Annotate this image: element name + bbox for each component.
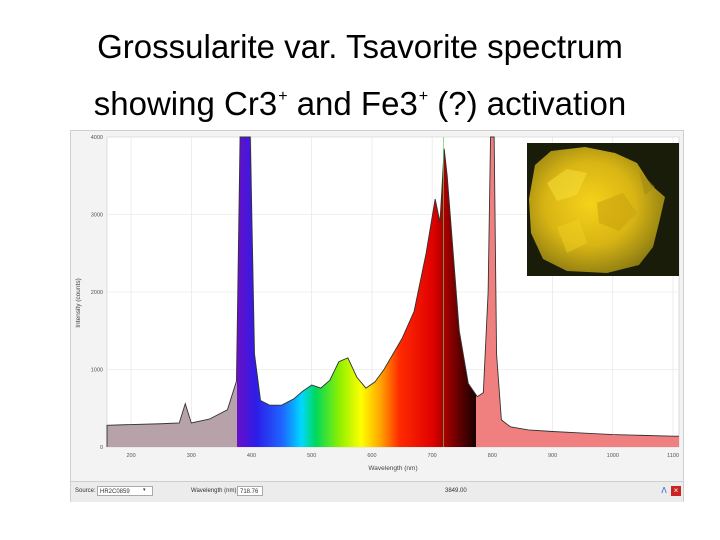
x-tick-label: 1000 [607, 453, 619, 459]
wavelength-input[interactable]: 718.76 [237, 486, 263, 496]
close-icon[interactable]: × [671, 486, 681, 496]
x-tick-label: 600 [367, 453, 376, 459]
y-tick-label: 3000 [91, 213, 103, 219]
tsavorite-fluorescence-photo [527, 143, 679, 276]
x-tick-label: 1100 [667, 453, 679, 459]
visible-region-fill [237, 137, 476, 447]
x-tick-label: 700 [428, 453, 437, 459]
x-tick-label: 800 [488, 453, 497, 459]
x-tick-label: 500 [307, 453, 316, 459]
ir-region-fill [476, 137, 679, 447]
x-tick-label: 200 [126, 453, 135, 459]
x-tick-label: 300 [187, 453, 196, 459]
title-line-1: Grossularite var. Tsavorite spectrum [97, 28, 623, 65]
x-axis-label: Wavelength (nm) [368, 465, 417, 472]
y-tick-label: 0 [100, 445, 103, 451]
intensity-readout: 3849.00 [445, 488, 467, 494]
axis-ticks: 200 300 400 500 600 700 800 900 1000 1100 0 1000 200… [91, 135, 679, 459]
x-tick-label: 400 [247, 453, 256, 459]
y-tick-label: 4000 [91, 135, 103, 141]
source-label: Source: [75, 488, 96, 494]
chevron-down-icon: ▾ [143, 487, 146, 493]
title-line-2: showing Cr3+ and Fe3+ (?) activation [93, 85, 627, 122]
uv-region-fill [107, 344, 237, 447]
y-axis-label: Intensity (counts) [75, 278, 82, 328]
source-select[interactable]: HR2C0859 [97, 486, 153, 496]
wavelength-label: Wavelength (nm): [191, 488, 239, 494]
spectrum-line [106, 136, 679, 447]
x-tick-label: 900 [548, 453, 557, 459]
spectrum-fill [106, 136, 679, 447]
status-bar: Source: HR2C0859 ▾ Wavelength (nm): 718.… [71, 481, 683, 502]
y-tick-label: 2000 [91, 290, 103, 296]
spectrum-icon[interactable]: Λ [661, 486, 667, 495]
y-tick-label: 1000 [91, 368, 103, 374]
slide-title: Grossularite var. Tsavorite spectrum sho… [0, 22, 720, 129]
